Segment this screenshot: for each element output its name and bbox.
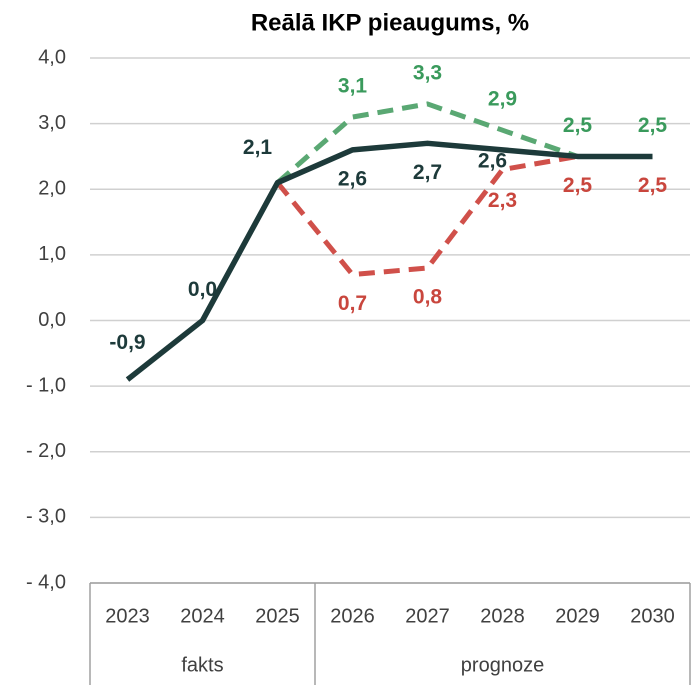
data-label: 2,9: [488, 88, 517, 111]
x-tick-label: 2026: [330, 605, 375, 627]
data-label: 2,5: [563, 114, 593, 137]
data-label: 0,8: [413, 286, 443, 309]
x-tick-label: 2025: [255, 605, 300, 627]
data-label: 2,7: [413, 161, 442, 184]
data-label: -0,9: [109, 331, 145, 354]
x-tick-label: 2027: [405, 605, 450, 627]
data-label: 2,6: [338, 167, 367, 190]
x-tick-label: 2023: [105, 605, 150, 627]
y-tick-label: 3,0: [38, 112, 66, 134]
data-label: 0,0: [188, 278, 217, 301]
x-tick-label: 2029: [555, 605, 600, 627]
y-tick-label: - 4,0: [26, 571, 66, 593]
y-tick-label: 4,0: [38, 46, 66, 68]
data-label: 3,1: [338, 75, 368, 98]
y-tick-label: - 3,0: [26, 506, 66, 528]
y-tick-label: - 2,0: [26, 440, 66, 462]
x-tick-label: 2024: [180, 605, 225, 627]
series-line: [275, 101, 653, 185]
data-label: 2,3: [488, 189, 517, 212]
data-label: 0,7: [338, 292, 367, 315]
group-label: fakts: [181, 654, 223, 676]
data-label: 3,3: [413, 61, 442, 84]
series-line: [125, 140, 653, 382]
y-tick-label: 0,0: [38, 309, 66, 331]
data-label: 2,6: [478, 149, 507, 172]
y-tick-label: 1,0: [38, 243, 66, 265]
chart-title: Reālā IKP pieaugums, %: [251, 9, 529, 36]
y-tick-label: 2,0: [38, 178, 66, 200]
x-tick-label: 2030: [630, 605, 675, 627]
y-tick-label: - 1,0: [26, 374, 66, 396]
x-tick-label: 2028: [480, 605, 525, 627]
data-label: 2,5: [638, 174, 668, 197]
data-label: 2,5: [563, 174, 593, 197]
data-label: 2,5: [638, 114, 668, 137]
group-label: prognoze: [461, 654, 544, 676]
series-line: [275, 153, 653, 278]
data-label: 2,1: [243, 136, 273, 159]
